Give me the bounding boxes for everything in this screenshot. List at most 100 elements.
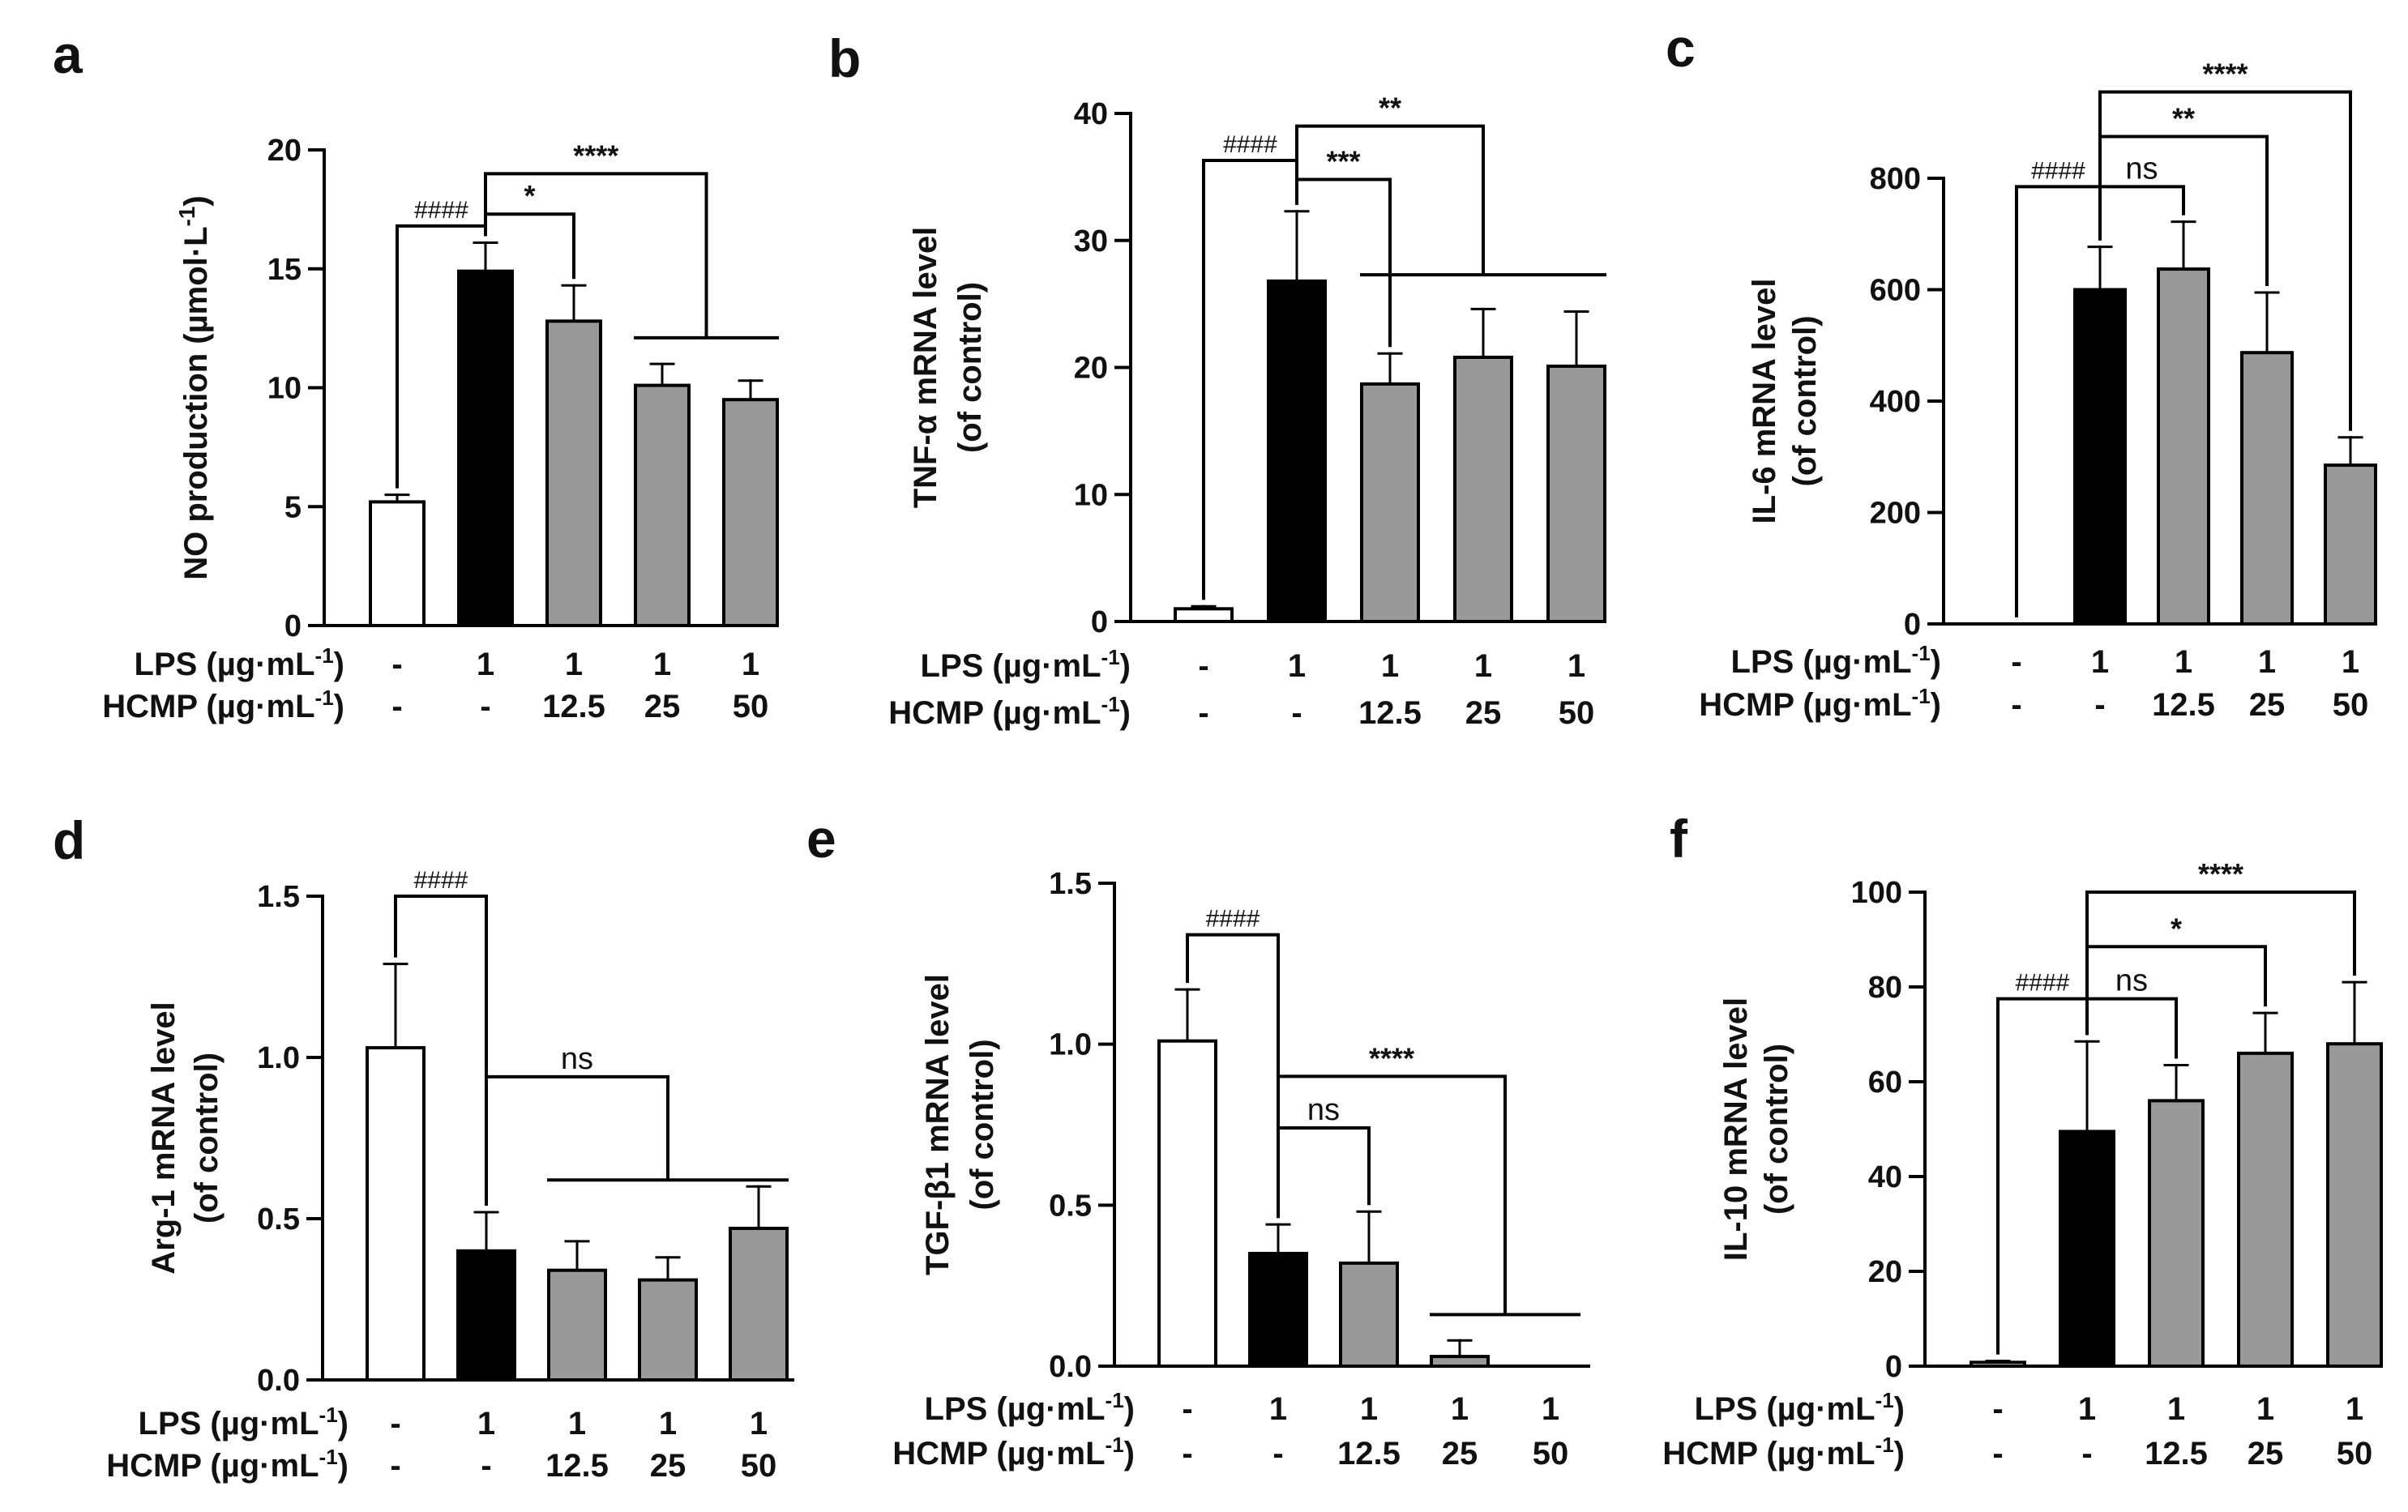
y-axis-label-e: TGF-β1 mRNA level (920, 974, 956, 1275)
lps-row-label-text-c: LPS (µg·mL (1731, 644, 1912, 680)
hcmp-row-label-c: HCMP (µg·mL-1) (1699, 684, 1941, 723)
hcmp-row-label-close-b: ) (1120, 695, 1131, 731)
lps-cell-a-1: 1 (477, 647, 494, 682)
bar-a-3 (634, 383, 691, 627)
hcmp-row-label-text-e: HCMP (µg·mL (892, 1436, 1105, 1471)
hcmp-cell-f-3: 25 (2248, 1436, 2284, 1471)
y-axis-label-a: NO production (µmol·L-1) (174, 195, 215, 580)
sig-label-d-0: #### (414, 867, 468, 894)
y-tick-label-b: 40 (1074, 97, 1108, 131)
hcmp-row-label-close-f: ) (1894, 1436, 1905, 1471)
hcmp-row-label-close-a: ) (334, 689, 344, 724)
hcmp-cell-a-2: 12.5 (542, 689, 605, 724)
y-tick-label-c: 400 (1870, 385, 1921, 419)
lps-row-label-text-a: LPS (µg·mL (135, 647, 315, 682)
hcmp-row-label-close-c: ) (1931, 687, 1941, 723)
sig-label-a-0: #### (414, 197, 468, 224)
y-tick-label-e: 1.0 (1049, 1028, 1092, 1062)
lps-cell-d-1: 1 (477, 1406, 495, 1442)
sig-label-f-2: * (2171, 912, 2182, 945)
sig-bracket-c-3 (2098, 90, 2352, 431)
lps-cell-c-4: 1 (2342, 644, 2359, 680)
sig-label-c-1: ns (2125, 152, 2158, 186)
hcmp-cell-b-2: 12.5 (1358, 695, 1422, 731)
y-axis-label-line2-b: (of control) (952, 282, 988, 453)
lps-cell-c-0: - (2011, 644, 2021, 680)
y-tick-label-f: 80 (1868, 971, 1902, 1005)
hcmp-cell-e-1: - (1272, 1436, 1283, 1471)
y-axis-label-exponent-a: -1 (174, 207, 199, 227)
hcmp-row-label-exp-b: -1 (1101, 692, 1120, 716)
bar-d-2 (547, 1268, 607, 1382)
hcmp-cell-a-4: 50 (733, 689, 769, 724)
y-axis-label-d: Arg-1 mRNA level (146, 1002, 182, 1274)
lps-cell-d-3: 1 (659, 1406, 677, 1442)
hcmp-cell-e-3: 25 (1442, 1436, 1478, 1471)
y-tick-label-e: 0.0 (1049, 1350, 1092, 1384)
hcmp-row-label-text-a: HCMP (µg·mL (102, 689, 314, 724)
sig-label-f-1: ns (2115, 964, 2148, 998)
hcmp-cell-c-0: - (2011, 687, 2021, 723)
lps-cell-b-0: - (1198, 648, 1208, 684)
lps-cell-f-0: - (1992, 1391, 2003, 1427)
sig-label-f-0: #### (2016, 970, 2070, 997)
bar-a-4 (722, 398, 779, 627)
lps-cell-f-4: 1 (2346, 1391, 2363, 1427)
bar-e-2 (1339, 1261, 1399, 1369)
hcmp-cell-d-1: - (481, 1448, 491, 1484)
y-tick-label-f: 100 (1851, 876, 1902, 910)
sig-label-b-0: #### (1223, 131, 1277, 158)
bar-b-0 (1174, 607, 1234, 624)
hcmp-cell-f-1: - (2081, 1436, 2092, 1471)
hcmp-row-label-b: HCMP (µg·mL-1) (888, 692, 1131, 731)
lps-cell-a-0: - (391, 647, 402, 682)
hcmp-cell-f-2: 12.5 (2145, 1436, 2208, 1471)
hcmp-cell-e-0: - (1182, 1436, 1192, 1471)
hcmp-row-label-a: HCMP (µg·mL-1) (102, 686, 344, 724)
y-tick-label-a: 0 (284, 609, 302, 643)
bar-b-1 (1267, 279, 1327, 623)
bar-a-0 (369, 500, 426, 627)
y-axis-label-f: IL-10 mRNA level (1718, 997, 1754, 1261)
hcmp-row-label-exp-d: -1 (319, 1445, 338, 1469)
hcmp-row-label-e: HCMP (µg·mL-1) (892, 1433, 1135, 1471)
lps-row-label-f: LPS (µg·mL-1) (1695, 1388, 1905, 1427)
lps-cell-e-2: 1 (1360, 1391, 1378, 1427)
hcmp-row-label-exp-f: -1 (1876, 1433, 1894, 1457)
lps-row-label-a: LPS (µg·mL-1) (135, 643, 344, 682)
y-axis-label-text-c: IL-6 mRNA level (1747, 278, 1782, 523)
sig-bracket-c-1 (2098, 185, 2185, 241)
hcmp-row-label-exp-c: -1 (1912, 684, 1931, 708)
bar-b-2 (1360, 382, 1420, 623)
bar-f-4 (2326, 1042, 2383, 1368)
y-tick-label-a: 10 (267, 372, 302, 406)
lps-cell-d-2: 1 (568, 1406, 586, 1442)
lps-row-label-d: LPS (µg·mL-1) (139, 1403, 349, 1442)
hcmp-cell-d-0: - (390, 1448, 400, 1484)
hcmp-cell-b-0: - (1198, 695, 1208, 731)
y-axis-label-text-d: Arg-1 mRNA level (146, 1002, 182, 1274)
hcmp-cell-a-0: - (391, 689, 402, 724)
hcmp-cell-d-4: 50 (741, 1448, 777, 1484)
lps-row-label-exp-b: -1 (1101, 645, 1120, 669)
lps-row-label-close-a: ) (334, 647, 344, 682)
bar-b-3 (1453, 355, 1513, 623)
hcmp-cell-b-3: 25 (1465, 695, 1502, 731)
panel-letter-e: e (806, 809, 836, 869)
y-axis-label-line2-f: (of control) (1759, 1044, 1794, 1215)
hcmp-cell-a-1: - (480, 689, 490, 724)
lps-row-label-exp-c: -1 (1912, 641, 1931, 665)
sig-bracket-e-2 (1277, 1074, 1507, 1315)
panel-letter-a: a (53, 24, 83, 84)
lps-cell-c-2: 1 (2175, 644, 2192, 680)
lps-row-label-text-d: LPS (µg·mL (139, 1406, 319, 1442)
lps-cell-b-2: 1 (1381, 648, 1399, 684)
lps-row-label-e: LPS (µg·mL-1) (925, 1388, 1135, 1427)
y-tick-label-a: 20 (267, 134, 302, 168)
y-tick-label-c: 200 (1870, 497, 1921, 531)
y-tick-label-b: 30 (1074, 224, 1108, 258)
hcmp-row-label-d: HCMP (µg·mL-1) (106, 1445, 349, 1484)
lps-cell-b-3: 1 (1474, 648, 1492, 684)
bar-d-1 (456, 1249, 516, 1382)
y-tick-label-d: 0.5 (257, 1202, 300, 1237)
